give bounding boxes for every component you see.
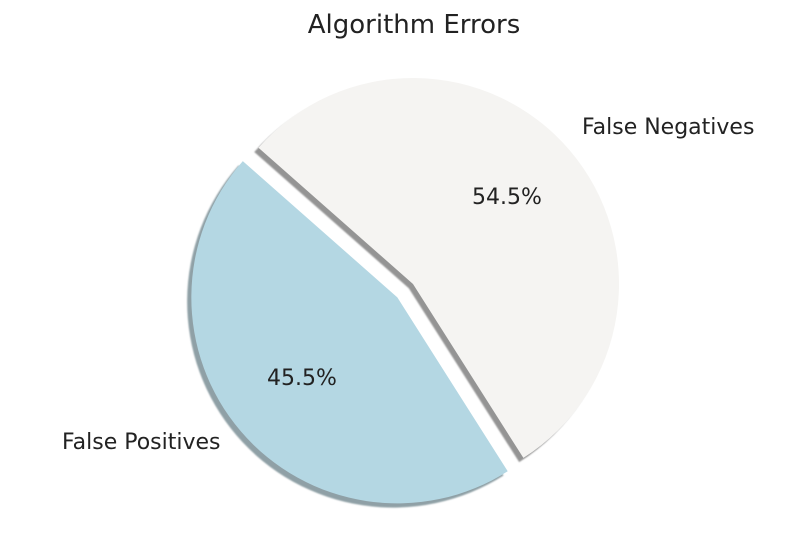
chart-title: Algorithm Errors bbox=[308, 10, 521, 40]
pct-label-false-negatives: 54.5% bbox=[472, 185, 542, 210]
pct-label-false-positives: 45.5% bbox=[267, 366, 337, 391]
slice-label-false-negatives: False Negatives bbox=[582, 115, 754, 140]
wedge-group bbox=[191, 78, 619, 504]
pie-wedge-false-negatives bbox=[258, 78, 619, 458]
slice-label-false-positives: False Positives bbox=[62, 430, 221, 455]
pie-wedge-false-positives bbox=[191, 161, 508, 504]
